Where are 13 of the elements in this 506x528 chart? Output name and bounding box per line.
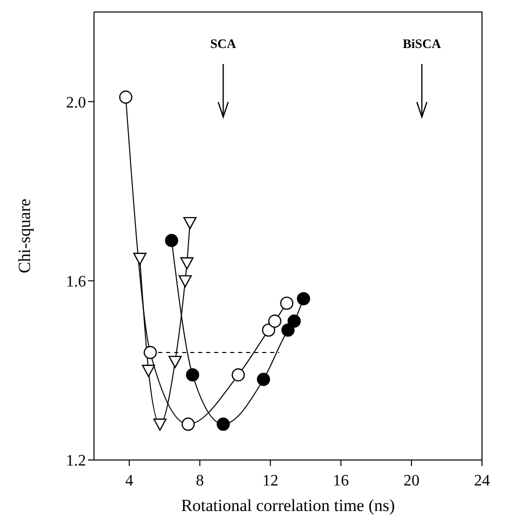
x-tick-label: 16 — [332, 472, 349, 490]
y-axis-title: Chi-square — [15, 198, 34, 274]
annotation: SCA — [210, 36, 237, 51]
y-tick-label: 1.2 — [66, 452, 86, 470]
annotation: BiSCA — [402, 36, 442, 51]
x-tick-label: 12 — [262, 472, 278, 490]
x-tick-label: 20 — [403, 472, 420, 490]
x-tick-label: 24 — [474, 472, 490, 490]
x-tick-label: 8 — [196, 472, 204, 490]
x-axis-title: Rotational correlation time (ns) — [181, 496, 395, 515]
y-tick-label: 2.0 — [66, 94, 86, 112]
x-tick-label: 4 — [125, 472, 134, 490]
y-tick-label: 1.6 — [66, 273, 86, 290]
